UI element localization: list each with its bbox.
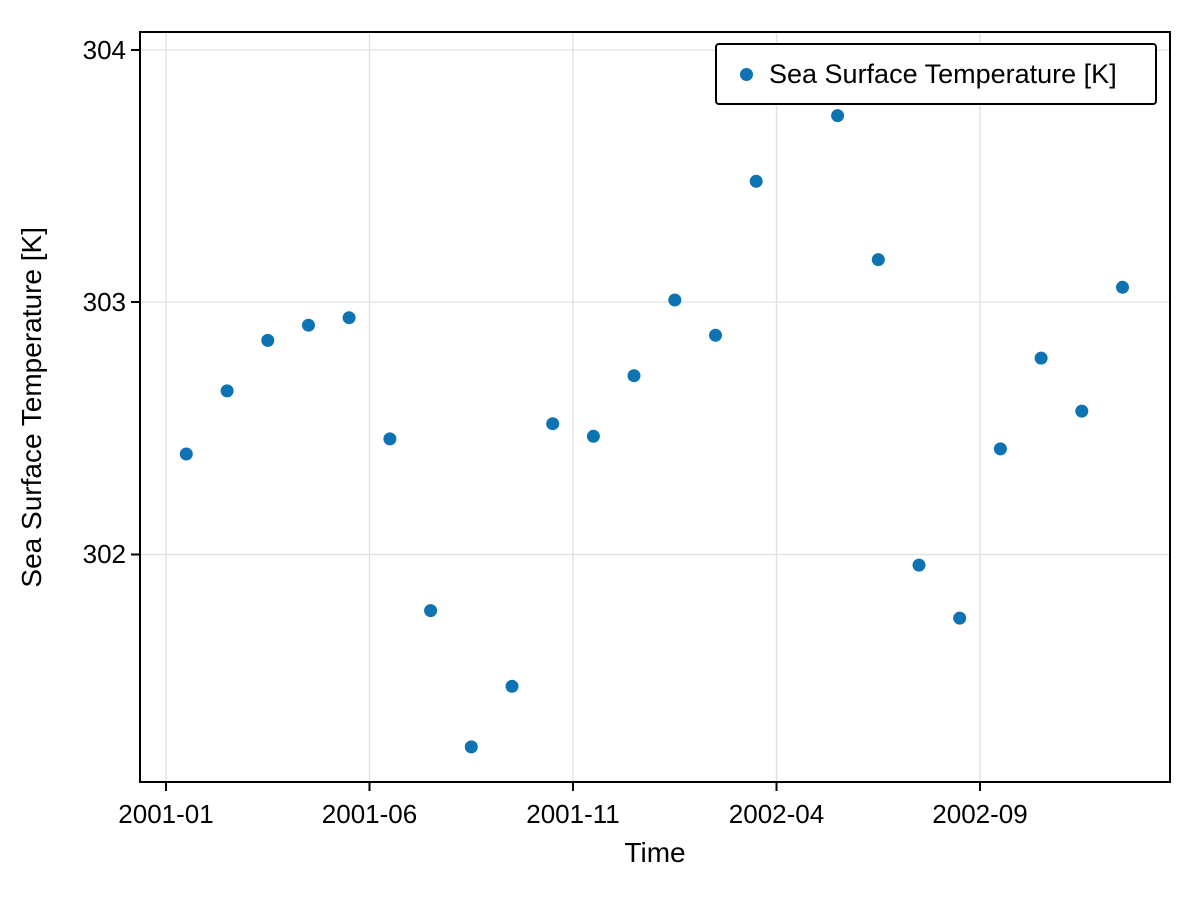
data-point <box>709 328 722 342</box>
x-tick-label: 2001-06 <box>321 799 418 829</box>
data-point <box>302 318 315 332</box>
data-point <box>831 109 845 123</box>
data-point <box>953 611 967 625</box>
data-point <box>1075 404 1089 418</box>
legend-label: Sea Surface Temperature [K] <box>769 58 1117 89</box>
data-point <box>627 369 641 383</box>
data-point <box>993 442 1007 456</box>
x-axis-label: Time <box>624 837 686 868</box>
data-point <box>261 333 275 347</box>
data-point <box>383 432 397 446</box>
plot-border <box>139 31 1171 783</box>
y-tick-label: 303 <box>82 287 126 317</box>
data-point <box>586 429 600 443</box>
x-tick-label: 2002-04 <box>728 799 825 829</box>
data-point <box>1116 280 1129 294</box>
data-point <box>1034 351 1048 365</box>
data-point <box>220 384 234 398</box>
data-point <box>912 558 926 572</box>
y-tick-label: 304 <box>82 35 126 65</box>
data-point <box>505 679 519 693</box>
legend: Sea Surface Temperature [K] <box>715 43 1157 105</box>
data-point <box>464 740 478 754</box>
data-point <box>342 311 356 325</box>
data-point <box>179 447 193 461</box>
data-point <box>871 253 885 267</box>
y-axis-label: Sea Surface Temperature [K] <box>16 226 47 588</box>
x-tick-label: 2002-09 <box>932 799 1028 829</box>
data-point <box>749 174 763 188</box>
legend-marker-dot-icon <box>740 67 753 81</box>
x-tick-label: 2001-11 <box>526 799 620 829</box>
data-point <box>546 417 560 431</box>
data-point <box>668 293 682 307</box>
y-axis-label-container: Sea Surface Temperature [K] <box>16 0 48 814</box>
y-tick-label: 302 <box>82 539 126 569</box>
data-point <box>424 604 438 618</box>
x-tick-label: 2001-01 <box>118 799 214 829</box>
